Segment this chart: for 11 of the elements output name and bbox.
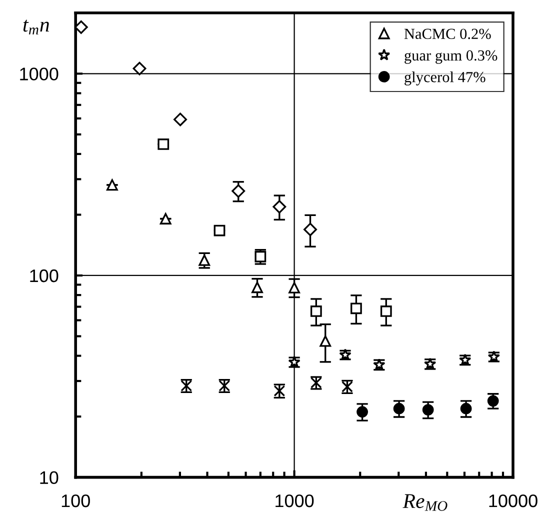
- y-tick-label: 10: [40, 471, 58, 484]
- x-tick-label: 100: [62, 494, 90, 508]
- legend-label: glycerol 47%: [404, 71, 486, 86]
- x-axis-title: Re$_{MO}$: [402, 494, 448, 511]
- y-tick-label: 100: [30, 269, 58, 282]
- legend-label: guar gum 0.3%: [404, 50, 498, 64]
- x-tick-label: 10000: [489, 494, 538, 508]
- y-tick-label: 1000: [20, 68, 58, 80]
- legend-label: NaCMC 0.2%: [404, 28, 491, 40]
- y-axis-title: t$_{m}$n: [23, 20, 49, 34]
- x-tick-label: 1000: [276, 494, 314, 508]
